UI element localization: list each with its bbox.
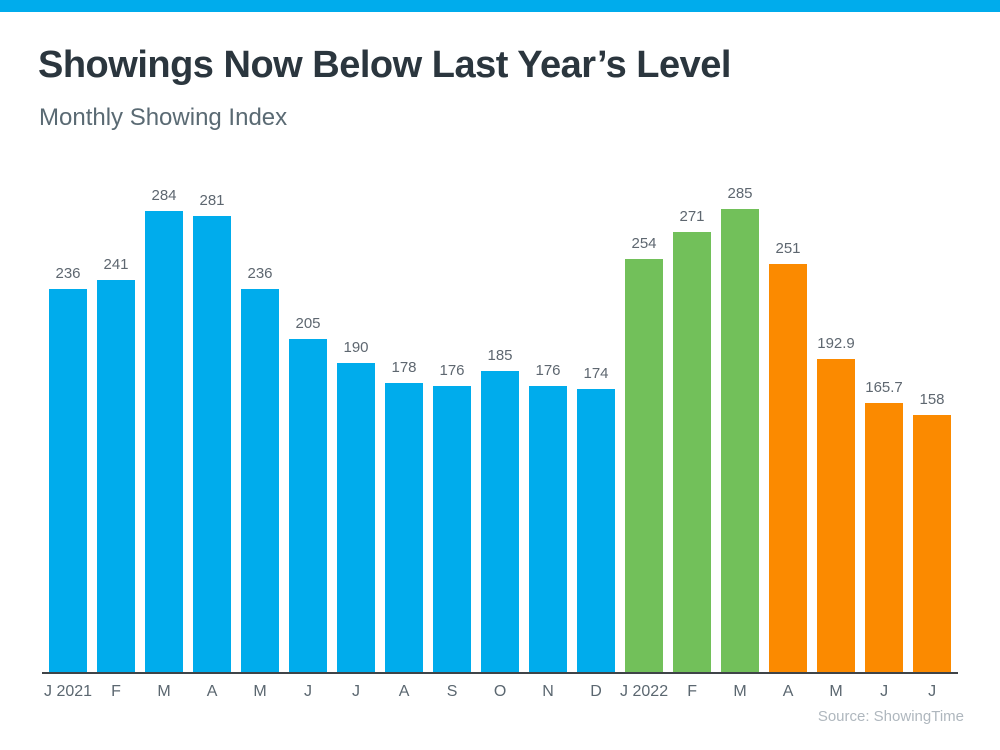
- bar-value-label: 205: [295, 314, 321, 332]
- bar-column: 176: [524, 209, 572, 672]
- bar-value-label: 281: [199, 191, 225, 209]
- bar: [97, 280, 135, 672]
- bar-value-label: 251: [775, 240, 801, 258]
- bar-value-label: 176: [439, 362, 465, 380]
- bar: [769, 264, 807, 672]
- bar: [385, 382, 423, 672]
- bar-value-label: 192.9: [817, 334, 855, 352]
- bar-column: 281: [188, 192, 236, 672]
- bar-column: 158: [908, 209, 956, 672]
- x-axis-label: J: [304, 683, 313, 700]
- x-axis-label: J 2021: [44, 683, 93, 700]
- x-axis-label: M: [733, 683, 747, 700]
- x-axis-label: J: [880, 683, 889, 700]
- bar-value-label: 271: [679, 207, 705, 225]
- x-axis-label: F: [111, 683, 121, 700]
- x-axis-label: A: [398, 683, 410, 700]
- bar-column: 178: [380, 209, 428, 672]
- bar-value-label: 236: [55, 264, 81, 282]
- bar-column: 271: [668, 207, 716, 672]
- bar-column: 192.9: [812, 209, 860, 672]
- bar-column: 185: [476, 209, 524, 672]
- bar-column: 174: [572, 209, 620, 672]
- bar: [913, 415, 951, 672]
- x-axis-label: A: [206, 683, 218, 700]
- x-axis-label: J: [928, 683, 937, 700]
- x-axis-label: N: [542, 683, 554, 700]
- bar: [49, 288, 87, 672]
- bar: [865, 402, 903, 672]
- bar-column: 165.7: [860, 209, 908, 672]
- x-axis-label: M: [253, 683, 267, 700]
- bar-value-label: 158: [919, 391, 945, 409]
- source-attribution: Source: ShowingTime: [817, 708, 964, 725]
- bar-value-label: 284: [151, 186, 177, 204]
- bar-column: 205: [284, 209, 332, 672]
- bar: [529, 386, 567, 672]
- x-axis-labels: J 2021 F M A M J J A S O N D J 2022 F M A M J J: [42, 683, 958, 701]
- x-axis-label: F: [687, 683, 697, 700]
- bar-column: 284: [140, 187, 188, 672]
- bar: [433, 386, 471, 672]
- bar: [241, 288, 279, 672]
- page-subtitle: Monthly Showing Index: [39, 103, 288, 131]
- bar-value-label: 236: [247, 264, 273, 282]
- bar: [673, 231, 711, 672]
- bar-column: 285: [716, 185, 764, 672]
- x-axis-line: [42, 672, 958, 674]
- bar-value-label: 285: [727, 185, 753, 202]
- bar-value-label: 190: [343, 339, 369, 357]
- bar: [193, 215, 231, 672]
- x-axis-label: M: [829, 683, 843, 700]
- bar-value-label: 178: [391, 358, 417, 376]
- bar-column: 176: [428, 209, 476, 672]
- bar-value-label: 241: [103, 256, 129, 274]
- page-title: Showings Now Below Last Year’s Level: [38, 44, 731, 86]
- bar-column: 236: [236, 209, 284, 672]
- x-axis-label: D: [590, 683, 602, 700]
- bar: [481, 371, 519, 672]
- bar-column: 251: [764, 209, 812, 672]
- bar-column: 241: [92, 209, 140, 672]
- bar-value-label: 174: [583, 365, 609, 383]
- bar: [721, 209, 759, 672]
- top-accent-bar: [0, 0, 1000, 12]
- x-axis-label: O: [493, 683, 507, 700]
- bar-column: 254: [620, 209, 668, 672]
- bar: [817, 358, 855, 672]
- bar-value-label: 254: [631, 235, 657, 253]
- x-axis-label: M: [157, 683, 171, 700]
- bar-column: 236: [44, 209, 92, 672]
- bar-value-label: 176: [535, 362, 561, 380]
- chart-header: Showings Now Below Last Year’s Level Mon…: [38, 44, 731, 131]
- bar: [289, 338, 327, 672]
- bar-chart: 236 241 284 281 236 205 190 178 176 185 176 174 254 2…: [42, 185, 958, 701]
- bar: [625, 259, 663, 672]
- x-axis-label: A: [782, 683, 794, 700]
- x-axis-label: J 2022: [620, 683, 669, 700]
- bar: [337, 363, 375, 672]
- x-axis-label: J: [352, 683, 361, 700]
- plot-area: 236 241 284 281 236 205 190 178 176 185 176 174 254 2…: [42, 185, 958, 672]
- bar-value-label: 185: [487, 347, 513, 365]
- x-axis-label: S: [446, 683, 458, 700]
- bar-column: 190: [332, 209, 380, 672]
- bar: [145, 210, 183, 672]
- bar: [577, 389, 615, 672]
- bar-value-label: 165.7: [865, 378, 903, 396]
